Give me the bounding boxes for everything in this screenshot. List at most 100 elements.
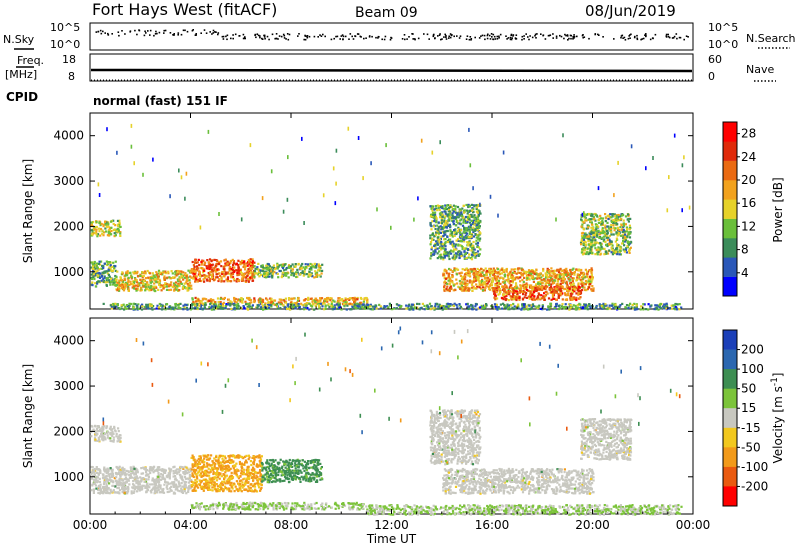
- range-cell: [461, 224, 465, 227]
- range-cell: [617, 244, 620, 247]
- range-cell: [244, 300, 247, 303]
- range-cell: [548, 274, 552, 277]
- range-cell: [270, 270, 273, 273]
- range-cell: [224, 304, 228, 307]
- range-cell: [571, 277, 574, 280]
- range-cell: [200, 303, 203, 307]
- range-cell: [92, 276, 95, 279]
- range-cell: [346, 298, 349, 301]
- range-cell: [627, 306, 630, 309]
- range-cell: [528, 278, 531, 281]
- range-cell: [330, 302, 333, 305]
- range-cell: [128, 302, 131, 305]
- range-cell: [156, 281, 159, 284]
- range-cell: [452, 289, 455, 292]
- range-cell: [466, 279, 469, 282]
- range-cell: [623, 236, 626, 239]
- range-cell: [540, 294, 543, 297]
- range-cell: [471, 305, 474, 308]
- range-cell: [539, 297, 542, 300]
- nsky-point: [510, 34, 512, 37]
- range-cell: [97, 227, 100, 230]
- range-cell: [437, 207, 440, 210]
- range-cell: [358, 303, 361, 306]
- range-cell: [443, 219, 446, 222]
- nsky-point: [280, 35, 283, 38]
- range-cell: [164, 308, 167, 311]
- range-cell: [280, 298, 283, 301]
- range-cell: [213, 258, 216, 261]
- range-cell: [437, 226, 440, 229]
- range-cell: [616, 244, 619, 248]
- range-cell: [139, 289, 142, 292]
- range-cell: [177, 271, 180, 274]
- range-cell: [132, 307, 135, 310]
- range-cell: [142, 275, 145, 278]
- range-cell: [485, 273, 488, 276]
- range-cell: [131, 282, 134, 286]
- range-cell: [344, 297, 347, 300]
- range-cell: [590, 288, 593, 291]
- range-cell: [459, 244, 462, 247]
- nsky-point: [649, 38, 652, 41]
- range-cell: [132, 271, 135, 274]
- range-cell: [285, 307, 289, 310]
- range-cell: [468, 213, 471, 217]
- range-cell: [596, 233, 599, 236]
- range-cell: [680, 306, 683, 309]
- range-cell: [497, 284, 500, 287]
- range-cell: [558, 304, 561, 307]
- range-cell: [210, 276, 213, 279]
- range-cell: [460, 271, 463, 274]
- range-cell: [577, 282, 580, 285]
- range-cell: [517, 287, 520, 290]
- range-cell: [579, 296, 582, 299]
- range-cell: [349, 297, 352, 300]
- range-cell: [493, 270, 497, 273]
- range-cell: [90, 221, 93, 224]
- range-cell: [582, 281, 585, 284]
- range-cell: [276, 262, 279, 265]
- nsky-point: [257, 34, 260, 37]
- nsky-point: [456, 35, 458, 37]
- range-cell: [253, 261, 256, 264]
- range-cell: [571, 286, 574, 289]
- range-cell: [672, 304, 675, 307]
- nsky-point: [445, 36, 447, 38]
- nsky-point: [440, 38, 442, 41]
- range-cell: [225, 272, 228, 275]
- range-cell: [534, 277, 537, 280]
- range-cell: [318, 267, 321, 270]
- range-cell: [570, 294, 573, 297]
- nsky-tick-top: 10^5: [50, 21, 80, 34]
- range-cell: [564, 303, 567, 306]
- range-cell: [503, 273, 506, 276]
- nsky-point: [134, 29, 136, 32]
- range-cell: [499, 269, 502, 272]
- range-cell: [430, 248, 433, 251]
- nsky-point: [527, 36, 529, 38]
- range-cell: [185, 287, 188, 290]
- range-cell: [473, 267, 476, 271]
- nsky-point: [439, 33, 441, 35]
- range-cell: [156, 304, 159, 307]
- range-cell: [476, 222, 479, 225]
- range-cell: [543, 298, 546, 301]
- range-cell: [330, 301, 333, 304]
- range-cell: [614, 305, 617, 308]
- range-cell: [209, 271, 212, 274]
- range-cell: [141, 305, 144, 308]
- nsky-point: [147, 30, 149, 32]
- range-cell: [475, 287, 478, 290]
- range-cell: [665, 304, 669, 307]
- range-cell: [542, 296, 546, 299]
- nsky-point: [678, 36, 681, 39]
- range-cell: [454, 248, 457, 251]
- nsky-point: [211, 33, 213, 35]
- nsky-point: [644, 34, 646, 36]
- range-cell: [345, 308, 348, 311]
- range-cell: [442, 235, 445, 238]
- range-cell: [205, 265, 208, 268]
- range-cell: [207, 261, 210, 264]
- range-cell: [578, 286, 581, 289]
